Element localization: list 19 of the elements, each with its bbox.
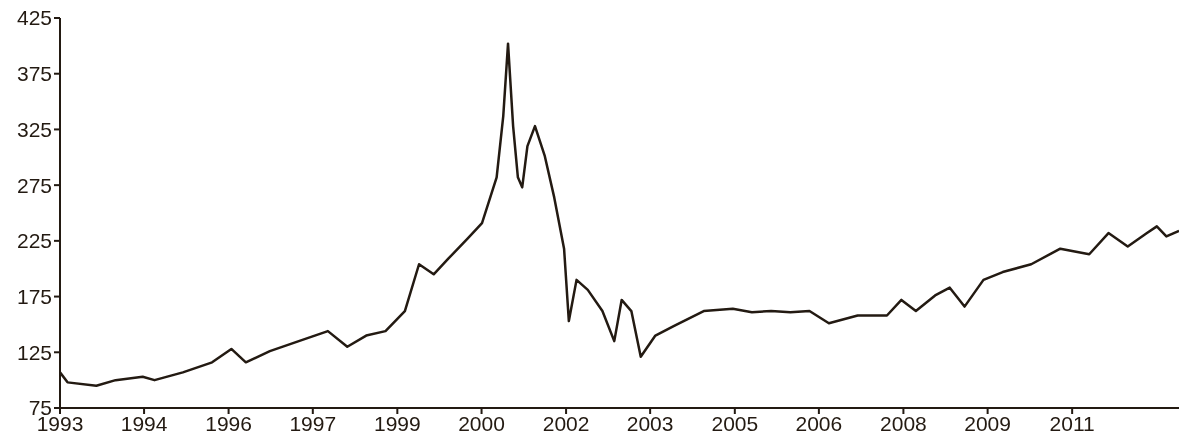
x-tick-label: 1997	[289, 411, 337, 435]
x-tick-label: 1999	[373, 411, 421, 435]
x-tick-label: 1994	[120, 411, 168, 435]
x-tick-label: 2005	[711, 411, 759, 435]
x-tick-label: 2009	[964, 411, 1011, 435]
x-tick-label: 2003	[626, 411, 674, 435]
y-tick-label: 425	[16, 6, 52, 30]
y-tick-label: 275	[16, 173, 52, 197]
y-tick-label: 175	[16, 285, 52, 309]
y-tick-label: 125	[16, 340, 52, 364]
x-tick-label: 2002	[542, 411, 590, 435]
y-tick-label: 375	[16, 62, 52, 86]
x-tick-label: 2008	[880, 411, 927, 435]
x-tick-label: 2006	[795, 411, 843, 435]
y-tick-label: 325	[16, 117, 52, 141]
x-tick-label: 2011	[1049, 411, 1095, 435]
x-tick-label: 2000	[458, 411, 505, 435]
y-tick-label: 225	[16, 229, 52, 253]
x-tick-label: 1996	[205, 411, 252, 435]
